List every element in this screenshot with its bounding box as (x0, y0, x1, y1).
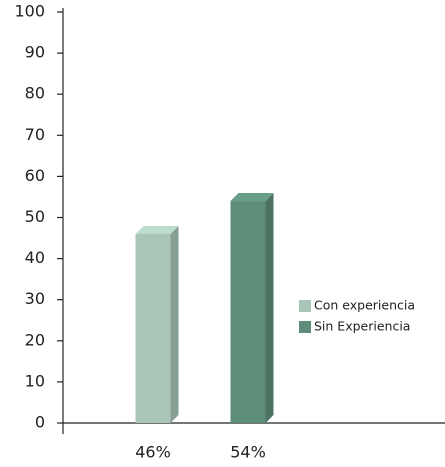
y-tick-label: 70 (25, 125, 45, 144)
bar (135, 233, 171, 423)
bar-side (170, 225, 179, 423)
legend-swatch (299, 321, 311, 333)
y-tick-label: 0 (35, 413, 45, 432)
y-tick-label: 40 (25, 248, 45, 267)
y-tick-label: 10 (25, 371, 45, 390)
legend-swatch (299, 300, 311, 312)
y-tick-label: 20 (25, 330, 45, 349)
y-tick-label: 30 (25, 289, 45, 308)
value-label: 54% (230, 443, 266, 462)
y-tick-label: 50 (25, 207, 45, 226)
bar-side (265, 193, 274, 423)
legend-label: Sin Experiencia (314, 319, 410, 334)
bar (230, 201, 266, 423)
value-label: 46% (135, 443, 171, 462)
y-tick-label: 90 (25, 43, 45, 62)
bar-top (135, 225, 179, 234)
y-tick-label: 100 (14, 2, 45, 21)
legend-label: Con experiencia (314, 298, 415, 313)
bar-top (230, 193, 274, 202)
y-tick-label: 80 (25, 84, 45, 103)
y-tick-label: 60 (25, 166, 45, 185)
